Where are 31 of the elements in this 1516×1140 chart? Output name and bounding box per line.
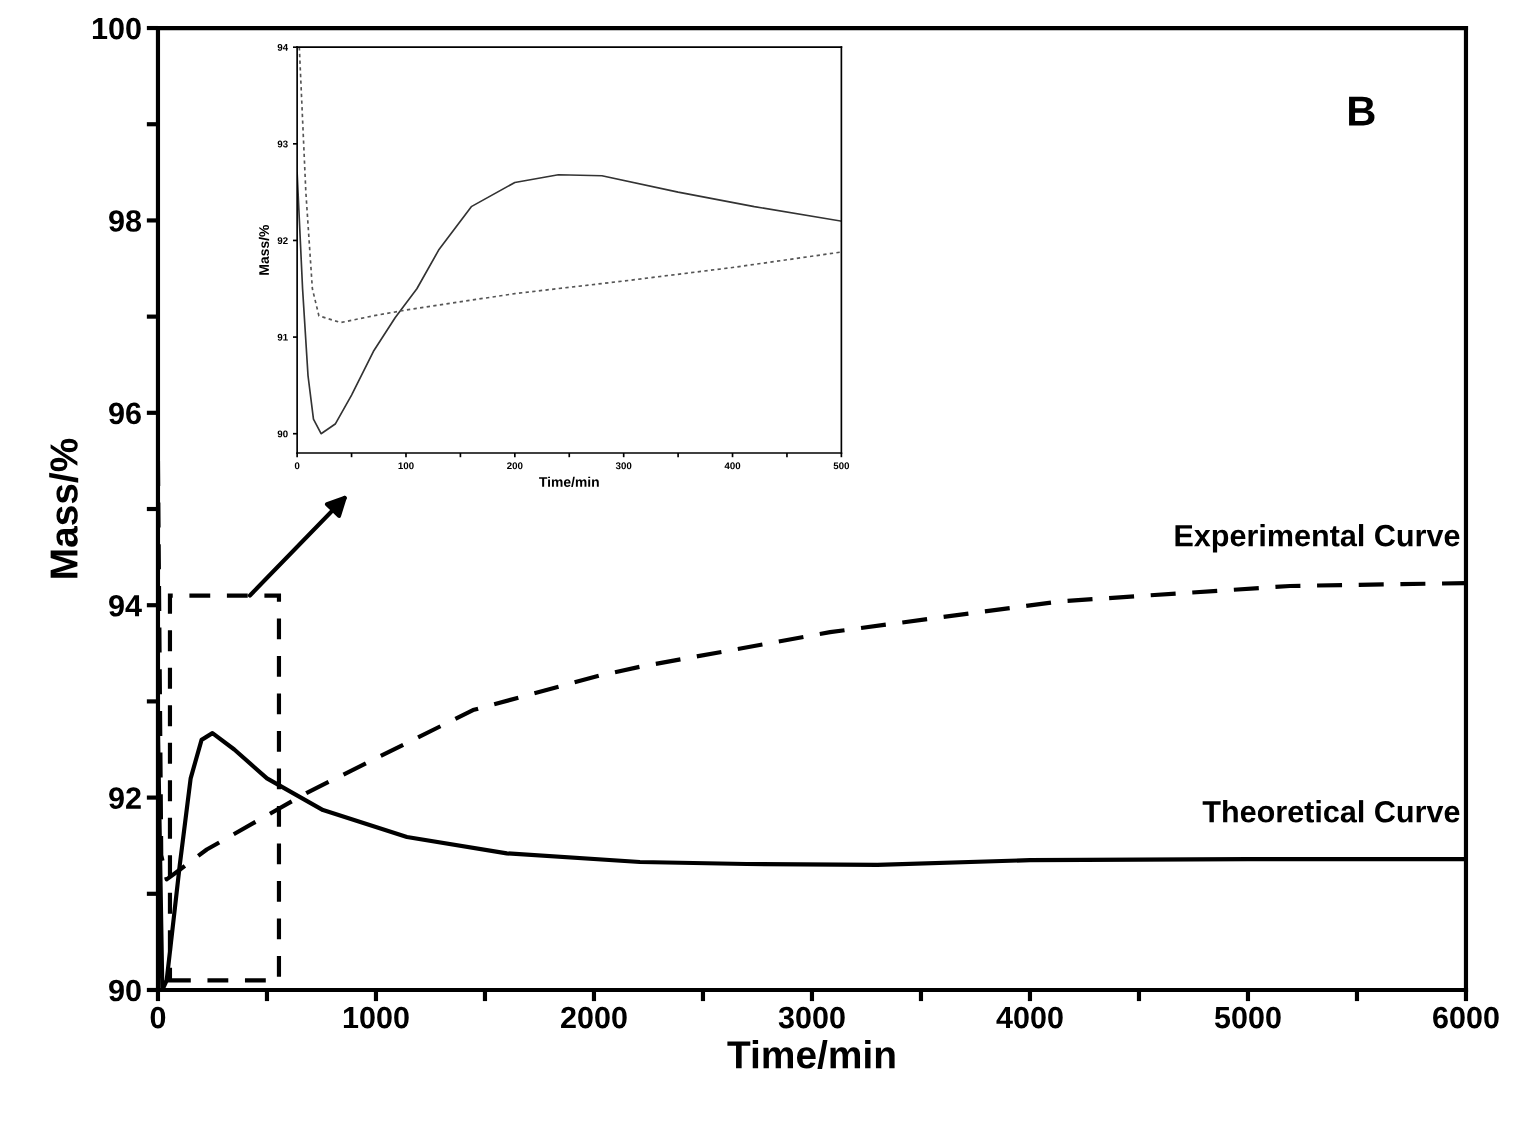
x-tick-label: 5000	[1214, 1006, 1281, 1029]
y-tick-label: 94	[109, 594, 142, 617]
y-tick-label: 92	[109, 787, 141, 809]
x-tick-label: 200	[507, 462, 523, 470]
x-axis-title: Time/min	[727, 1039, 895, 1069]
x-tick-label: 300	[615, 462, 632, 470]
x-tick-label: 4000	[996, 1006, 1063, 1029]
x-tick-label: 400	[724, 462, 741, 470]
y-tick-label: 91	[277, 333, 288, 341]
series-label: Experimental Curve	[1175, 524, 1460, 553]
annotation: B	[1349, 96, 1375, 126]
y-tick-label: 100	[92, 17, 141, 40]
y-tick-label: 90	[109, 979, 141, 1002]
y-tick-label: 93	[277, 140, 288, 148]
y-tick-label: 98	[109, 210, 142, 232]
x-tick-label: 1000	[343, 1006, 409, 1029]
y-tick-label: 92	[277, 237, 288, 245]
y-tick-label: 96	[109, 402, 141, 425]
y-axis-title: Mass/%	[49, 438, 79, 578]
x-axis-title: Time/min	[539, 476, 599, 488]
series-label: Theoretical Curve	[1202, 800, 1460, 823]
y-axis-title: Mass/%	[258, 225, 270, 275]
x-tick-label: 2000	[561, 1006, 627, 1029]
x-tick-label: 3000	[778, 1006, 845, 1029]
x-tick-label: 0	[150, 1006, 166, 1029]
y-tick-label: 90	[277, 430, 288, 438]
x-tick-label: 500	[833, 462, 850, 470]
x-tick-label: 100	[398, 462, 414, 470]
x-tick-label: 6000	[1433, 1006, 1499, 1029]
x-tick-label: 0	[294, 462, 300, 470]
y-tick-label: 94	[277, 43, 289, 51]
